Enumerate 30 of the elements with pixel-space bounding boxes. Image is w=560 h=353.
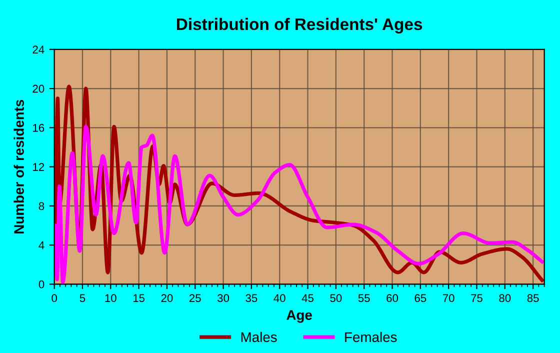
y-tick-label: 16 xyxy=(33,124,44,132)
legend-label: Males xyxy=(241,332,277,342)
legend-label: Females xyxy=(345,332,397,342)
chart-title: Distribution of Residents' Ages xyxy=(177,18,422,34)
x-tick-label: 30 xyxy=(218,294,230,302)
x-tick-label: 85 xyxy=(527,294,539,302)
x-tick-label: 50 xyxy=(330,294,342,302)
x-tick-label: 80 xyxy=(499,294,511,302)
y-tick-label: 20 xyxy=(32,84,44,93)
y-tick-label: 4 xyxy=(38,241,44,250)
y-tick-label: 8 xyxy=(38,202,44,210)
y-tick-label: 12 xyxy=(33,163,44,171)
x-tick-label: 55 xyxy=(358,294,370,302)
x-tick-label: 40 xyxy=(274,294,286,302)
y-tick-label: 0 xyxy=(38,280,44,288)
x-tick-label: 20 xyxy=(161,294,173,302)
x-tick-label: 65 xyxy=(414,294,426,302)
x-tick-label: 75 xyxy=(471,294,482,302)
x-tick-label: 60 xyxy=(386,294,398,302)
x-tick-label: 5 xyxy=(80,294,86,302)
y-axis-title: Number of residents xyxy=(14,100,24,234)
x-tick-label: 35 xyxy=(246,294,258,302)
x-tick-label: 70 xyxy=(442,294,454,302)
x-tick-label: 25 xyxy=(190,294,201,302)
y-tick-label: 24 xyxy=(32,46,44,54)
x-tick-label: 45 xyxy=(302,294,314,302)
x-tick-label: 15 xyxy=(133,294,145,302)
x-axis-title: Age xyxy=(286,310,312,323)
x-tick-label: 0 xyxy=(52,294,57,302)
x-tick-label: 10 xyxy=(105,294,116,302)
